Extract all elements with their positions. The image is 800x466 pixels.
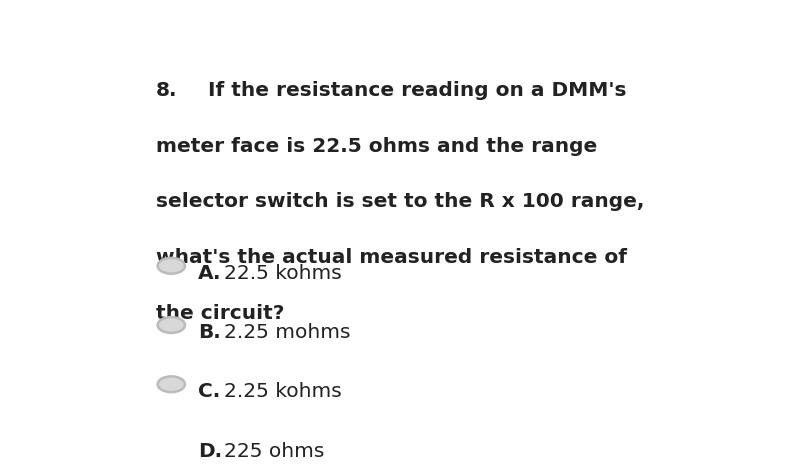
- Text: A.: A.: [198, 264, 222, 283]
- Text: 22.5 kohms: 22.5 kohms: [224, 264, 342, 283]
- Circle shape: [158, 317, 185, 333]
- Text: If the resistance reading on a DMM's: If the resistance reading on a DMM's: [209, 81, 627, 100]
- Text: selector switch is set to the R x 100 range,: selector switch is set to the R x 100 ra…: [156, 192, 644, 211]
- Text: 2.25 kohms: 2.25 kohms: [224, 383, 342, 401]
- Circle shape: [158, 377, 185, 392]
- Text: 8.: 8.: [156, 81, 178, 100]
- Circle shape: [158, 436, 185, 452]
- Text: B.: B.: [198, 323, 221, 342]
- Text: what's the actual measured resistance of: what's the actual measured resistance of: [156, 248, 627, 267]
- Text: D.: D.: [198, 442, 222, 461]
- Text: meter face is 22.5 ohms and the range: meter face is 22.5 ohms and the range: [156, 137, 597, 156]
- Text: C.: C.: [198, 383, 220, 401]
- Text: 2.25 mohms: 2.25 mohms: [224, 323, 350, 342]
- Text: the circuit?: the circuit?: [156, 303, 284, 322]
- Text: 225 ohms: 225 ohms: [224, 442, 324, 461]
- Circle shape: [158, 258, 185, 274]
